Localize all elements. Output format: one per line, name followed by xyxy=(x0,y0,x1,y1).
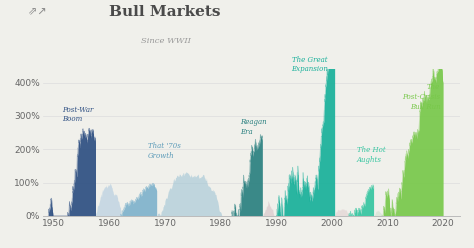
Text: ⇗↗: ⇗↗ xyxy=(28,7,47,17)
Text: That '70s
Growth: That '70s Growth xyxy=(148,142,181,160)
Text: The Great
Expansion: The Great Expansion xyxy=(291,56,328,73)
Text: Bull Markets: Bull Markets xyxy=(109,5,220,19)
Text: The
Post-Crisis
Bull Run: The Post-Crisis Bull Run xyxy=(402,83,440,111)
Text: Since WWII: Since WWII xyxy=(141,37,191,45)
Text: Post-War
Boom: Post-War Boom xyxy=(62,105,93,123)
Text: The Hot
Aughts: The Hot Aughts xyxy=(357,146,386,164)
Text: Reagan
Era: Reagan Era xyxy=(240,118,267,136)
